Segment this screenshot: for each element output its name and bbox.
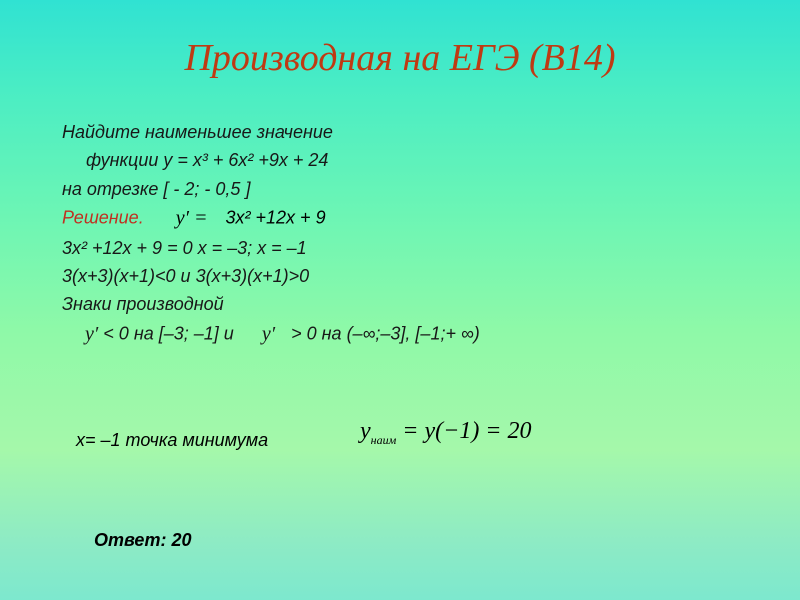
y-min-rhs: = y(−1) = 20 (396, 418, 531, 444)
equation-line: 3x² +12x + 9 = 0 x = –3; x = –1 (62, 236, 760, 260)
y-min-sub: наим (371, 433, 397, 447)
problem-line-1: Найдите наименьшее значение (62, 120, 760, 144)
solution-label: Решение. (62, 207, 144, 227)
y-min-y: y (360, 418, 371, 444)
problem-line-2: функции y = x³ + 6x² +9x + 24 (62, 148, 760, 172)
neg-interval: < 0 на [–3; –1] и (103, 323, 234, 343)
signs-line: y′ < 0 на [–3; –1] и y′ > 0 на (–∞;–3], … (62, 321, 760, 348)
pos-interval: > 0 на (–∞;–3], [–1;+ ∞) (291, 323, 480, 343)
content-block: Найдите наименьшее значение функции y = … (62, 120, 760, 352)
problem-line-3: на отрезке [ - 2; - 0,5 ] (62, 177, 760, 201)
min-point: x= –1 точка минимума (76, 430, 268, 451)
y-min-formula: yнаим = y(−1) = 20 (360, 418, 532, 448)
y-prime-1: y′ = (176, 205, 208, 232)
answer: Ответ: 20 (94, 530, 191, 551)
y-prime-2: y′ (85, 321, 98, 348)
solution-rhs: 3x² +12x + 9 (226, 207, 326, 227)
slide-title: Производная на ЕГЭ (В14) (0, 36, 800, 80)
solution-line: Решение. y′ = 3x² +12x + 9 (62, 205, 760, 232)
y-prime-3: y′ (262, 321, 275, 348)
signs-label: Знаки производной (62, 292, 760, 316)
factored-line: 3(x+3)(x+1)<0 и 3(x+3)(x+1)>0 (62, 264, 760, 288)
